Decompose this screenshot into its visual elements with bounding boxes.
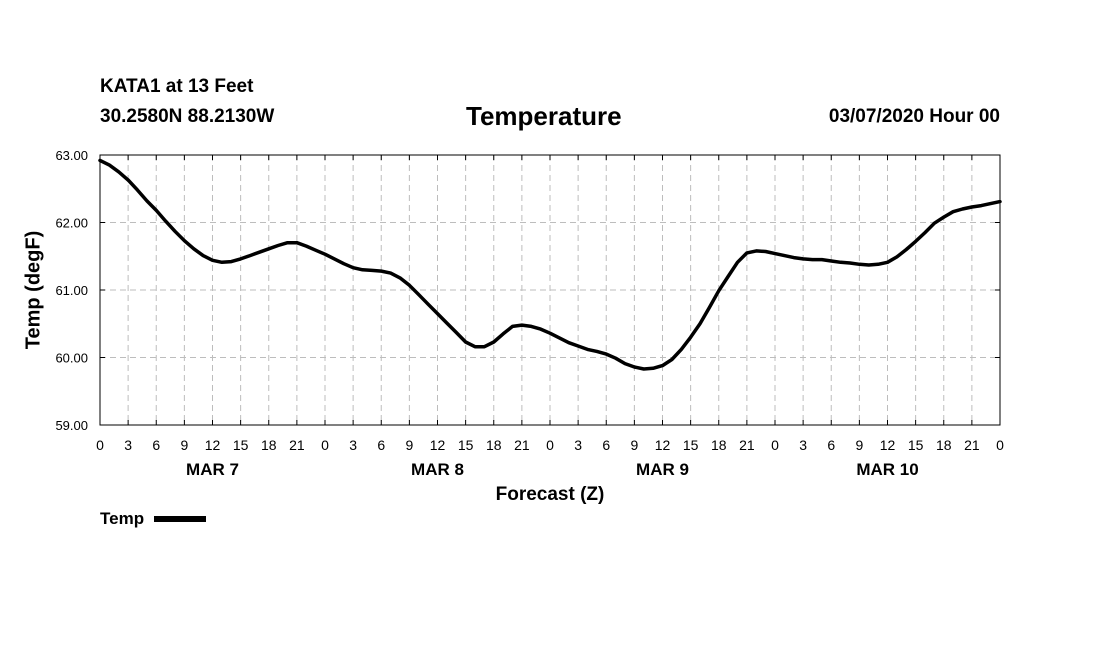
axis-ticks <box>99 154 1001 426</box>
x-tick-label: 9 <box>180 437 188 453</box>
y-axis-label: Temp (degF) <box>22 231 44 350</box>
x-tick-label: 12 <box>205 437 221 453</box>
y-tick-label: 60.00 <box>55 351 88 366</box>
plot-frame <box>99 154 1001 426</box>
x-tick-label: 15 <box>908 437 924 453</box>
x-tick-label: 18 <box>261 437 277 453</box>
x-tick-label: 9 <box>630 437 638 453</box>
legend-line-swatch <box>154 516 207 522</box>
day-label: MAR 9 <box>636 460 689 479</box>
x-tick-label: 0 <box>321 437 329 453</box>
station-name: KATA1 at 13 Feet <box>100 76 254 97</box>
x-tick-label: 3 <box>349 437 357 453</box>
x-tick-label: 15 <box>233 437 249 453</box>
x-tick-label: 21 <box>964 437 980 453</box>
chart-title: Temperature <box>466 101 622 131</box>
series-layer <box>98 158 1002 371</box>
legend: Temp <box>100 509 207 529</box>
x-tick-label: 6 <box>152 437 160 453</box>
x-tick-label: 15 <box>683 437 699 453</box>
y-tick-label: 63.00 <box>55 148 88 163</box>
x-tick-label: 18 <box>711 437 727 453</box>
x-tick-label: 3 <box>124 437 132 453</box>
x-tick-label: 6 <box>827 437 835 453</box>
x-tick-label: 12 <box>655 437 671 453</box>
x-tick-label: 0 <box>546 437 554 453</box>
day-label: MAR 7 <box>186 460 239 479</box>
y-tick-label: 62.00 <box>55 216 88 231</box>
x-tick-label: 0 <box>771 437 779 453</box>
x-tick-label: 6 <box>602 437 610 453</box>
x-tick-label: 21 <box>739 437 755 453</box>
x-tick-label: 0 <box>96 437 104 453</box>
grid <box>100 155 1000 425</box>
y-tick-label: 61.00 <box>55 283 88 298</box>
x-tick-label: 12 <box>430 437 446 453</box>
x-tick-label: 21 <box>289 437 305 453</box>
x-tick-label: 15 <box>458 437 474 453</box>
x-tick-label: 3 <box>799 437 807 453</box>
series-line-temp <box>98 158 1002 371</box>
y-tick-label: 59.00 <box>55 418 88 433</box>
x-tick-label: 12 <box>880 437 896 453</box>
axis-labels: 0 3 6 9 12 15 18 21 0 3 6 9 12 15 18 21 0 3 6 9 12 15 18 21 0 3 6 9… <box>55 148 1004 479</box>
legend-label: Temp <box>100 509 145 528</box>
x-tick-label: 18 <box>486 437 502 453</box>
x-tick-label: 0 <box>996 437 1004 453</box>
x-tick-label: 18 <box>936 437 952 453</box>
day-label: MAR 10 <box>856 460 918 479</box>
x-axis-label: Forecast (Z) <box>496 484 605 505</box>
day-label: MAR 8 <box>411 460 464 479</box>
x-tick-label: 9 <box>405 437 413 453</box>
station-coordinates: 30.2580N 88.2130W <box>100 106 275 127</box>
x-tick-label: 3 <box>574 437 582 453</box>
x-tick-label: 6 <box>377 437 385 453</box>
x-tick-label: 21 <box>514 437 530 453</box>
x-tick-label: 9 <box>855 437 863 453</box>
forecast-datetime: 03/07/2020 Hour 00 <box>828 106 1000 127</box>
